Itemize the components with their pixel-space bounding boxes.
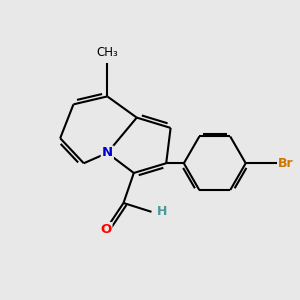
Text: O: O <box>100 223 112 236</box>
Text: N: N <box>102 146 113 159</box>
Text: Br: Br <box>278 157 294 170</box>
Text: CH₃: CH₃ <box>96 46 118 59</box>
Text: H: H <box>158 205 168 218</box>
